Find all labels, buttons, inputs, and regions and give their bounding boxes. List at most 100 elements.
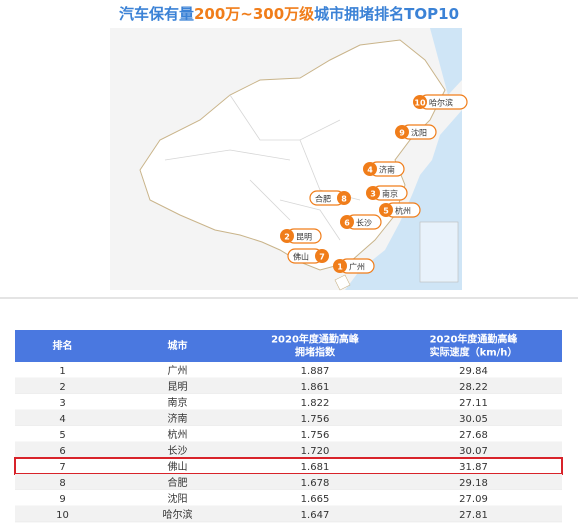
header-cell: 排名 bbox=[53, 339, 73, 352]
table-row bbox=[15, 378, 562, 394]
table-row bbox=[15, 362, 562, 378]
marker-dot bbox=[413, 95, 427, 109]
marker-label: 昆明 bbox=[296, 233, 312, 242]
table-cell: 30.07 bbox=[459, 446, 488, 457]
table-cell: 5 bbox=[59, 430, 65, 441]
marker-dot bbox=[395, 125, 409, 139]
marker-rank: 7 bbox=[319, 253, 325, 262]
table-cell: 27.68 bbox=[459, 430, 488, 441]
marker-dot bbox=[315, 249, 329, 263]
marker-label: 合肥 bbox=[315, 194, 331, 204]
marker-rank: 3 bbox=[370, 190, 376, 199]
table-cell: 1.822 bbox=[301, 398, 330, 409]
table-cell: 济南 bbox=[168, 412, 188, 425]
marker-label: 长沙 bbox=[356, 218, 372, 228]
table-cell: 1.861 bbox=[301, 382, 330, 393]
table-row bbox=[15, 442, 562, 458]
marker-rank: 6 bbox=[344, 219, 350, 228]
table-cell: 哈尔滨 bbox=[163, 508, 193, 521]
title-part: 200万~300万级 bbox=[194, 5, 315, 23]
table-cell: 3 bbox=[59, 398, 65, 409]
table-cell: 6 bbox=[59, 446, 65, 457]
table-cell: 南京 bbox=[168, 396, 188, 409]
table-cell: 广州 bbox=[168, 365, 188, 377]
header-cell: 实际速度（km/h） bbox=[430, 346, 518, 359]
table-cell: 1.678 bbox=[301, 478, 330, 489]
marker-dot bbox=[280, 229, 294, 243]
marker-dot bbox=[337, 191, 351, 205]
table-cell: 7 bbox=[59, 462, 65, 473]
title-part: 汽车保有量 bbox=[119, 5, 194, 23]
title: 汽车保有量200万~300万级城市拥堵排名TOP10 bbox=[119, 5, 459, 23]
map-borders bbox=[164, 94, 361, 241]
table-row bbox=[15, 394, 562, 410]
table-row bbox=[15, 490, 562, 506]
marker-dot bbox=[379, 203, 393, 217]
table-cell: 28.22 bbox=[459, 382, 488, 393]
map-sea bbox=[430, 28, 462, 95]
header-cell: 2020年度通勤高峰 bbox=[430, 333, 519, 346]
table-cell: 29.84 bbox=[459, 366, 488, 377]
marker-rank: 9 bbox=[399, 129, 405, 138]
table-cell: 1 bbox=[59, 366, 65, 377]
marker-dot bbox=[333, 259, 347, 273]
table-cell: 1.887 bbox=[301, 366, 330, 377]
table-row bbox=[15, 458, 562, 474]
map-markers: 10 哈尔滨 9 沈阳 4 济南 3 南京 8 合肥 5 杭州 6 长沙 2 昆明 7 佛山 1 广州 bbox=[280, 94, 468, 274]
table-cell: 佛山 bbox=[168, 460, 188, 473]
header-cell: 2020年度通勤高峰 bbox=[271, 333, 360, 346]
table-cell: 31.87 bbox=[459, 462, 488, 473]
marker-label: 杭州 bbox=[395, 206, 411, 216]
table-cell: 9 bbox=[59, 494, 65, 505]
table-header bbox=[15, 330, 562, 362]
table-cell: 27.81 bbox=[459, 510, 488, 521]
marker-rank: 10 bbox=[414, 99, 426, 108]
marker-label: 哈尔滨 bbox=[429, 98, 453, 108]
table-cell: 沈阳 bbox=[168, 492, 188, 505]
table-cell: 8 bbox=[59, 478, 65, 489]
table-cell: 29.18 bbox=[459, 478, 488, 489]
map-island bbox=[334, 274, 351, 291]
table-cell: 长沙 bbox=[168, 445, 188, 457]
table-row bbox=[15, 426, 562, 442]
marker-label: 沈阳 bbox=[411, 128, 427, 138]
table-cell: 1.681 bbox=[301, 462, 330, 473]
table-cell: 1.665 bbox=[301, 494, 330, 505]
table-cell: 杭州 bbox=[168, 428, 188, 441]
table-row bbox=[15, 506, 562, 522]
marker-dot bbox=[363, 162, 377, 176]
marker-rank: 4 bbox=[367, 166, 373, 175]
marker-label: 佛山 bbox=[293, 252, 309, 262]
table-cell: 1.647 bbox=[301, 510, 330, 521]
marker-label: 广州 bbox=[349, 262, 365, 272]
marker-rank: 2 bbox=[284, 233, 290, 242]
title-part: 城市拥堵排名TOP10 bbox=[314, 5, 459, 23]
header-cell: 拥堵指数 bbox=[295, 346, 336, 359]
table-cell: 2 bbox=[59, 382, 65, 393]
table-cell: 27.09 bbox=[459, 494, 488, 505]
table-cell: 1.756 bbox=[301, 430, 330, 441]
table-cell: 昆明 bbox=[168, 381, 188, 393]
map bbox=[110, 28, 462, 291]
marker-dot bbox=[340, 215, 354, 229]
table-cell: 4 bbox=[59, 414, 65, 425]
table-cell: 10 bbox=[56, 510, 69, 521]
marker-label: 南京 bbox=[382, 189, 398, 199]
table-cell: 合肥 bbox=[168, 476, 188, 489]
map-china bbox=[139, 39, 446, 271]
table-row bbox=[15, 474, 562, 490]
marker-rank: 8 bbox=[341, 195, 347, 204]
table-row bbox=[15, 410, 562, 426]
header-cell: 城市 bbox=[168, 339, 188, 352]
marker-rank: 1 bbox=[337, 263, 343, 272]
table-cell: 30.05 bbox=[459, 414, 488, 425]
table-cell: 27.11 bbox=[459, 398, 488, 409]
table-cell: 1.720 bbox=[301, 446, 330, 457]
map-inset bbox=[419, 221, 459, 283]
marker-dot bbox=[366, 186, 380, 200]
marker-label: 济南 bbox=[379, 165, 395, 175]
table-cell: 1.756 bbox=[301, 414, 330, 425]
marker-rank: 5 bbox=[383, 207, 389, 216]
